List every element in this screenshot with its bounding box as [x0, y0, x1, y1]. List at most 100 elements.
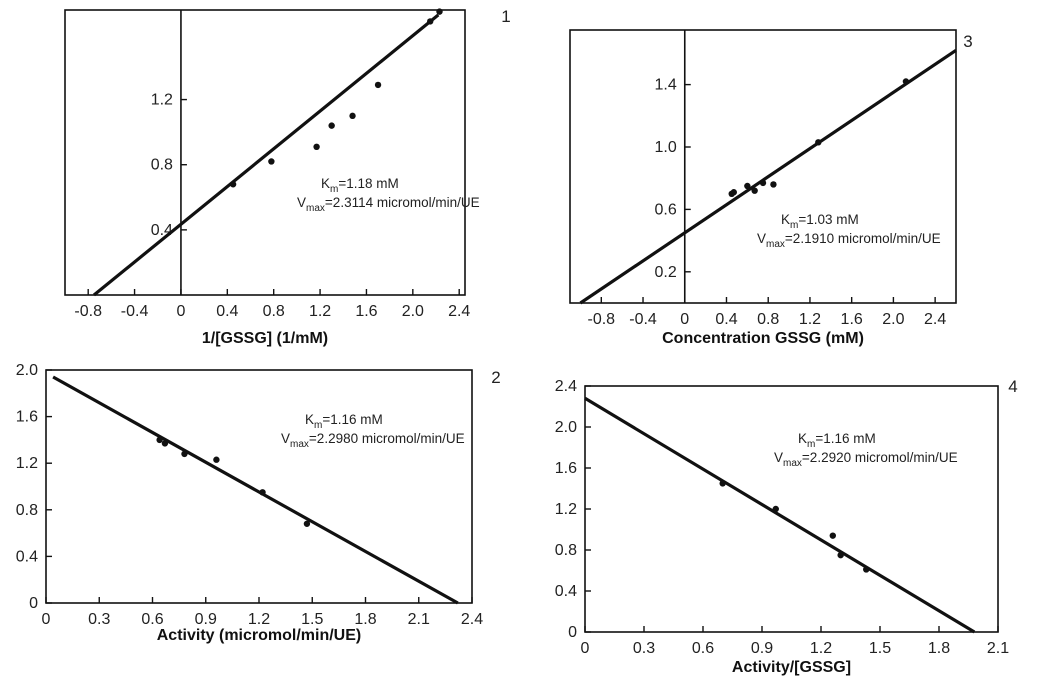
chart-panel-2: 0 0.3 0.6 0.9 1.2 1.5 1.8 2.1 2.4 0 0.4 0.8 1.2 1.6 2.…	[16, 362, 501, 644]
vmax-annotation: Vmax=2.2920 micromol/min/UE	[774, 450, 958, 469]
data-point	[213, 456, 220, 463]
y-tick-label: 1.6	[555, 460, 577, 477]
chart-panel-4: 0 0.3 0.6 0.9 1.2 1.5 1.8 2.1 0 0.4 0.8 1.2 1.6 2.0 2.…	[555, 377, 1018, 676]
data-point	[328, 122, 335, 129]
y-tick-label: 1.6	[16, 409, 38, 426]
y-tick-label: 1.4	[655, 77, 677, 94]
x-tick-label: 0	[176, 303, 185, 320]
data-point	[156, 436, 163, 444]
x-axis-title: Concentration GSSG (mM)	[662, 330, 864, 347]
data-point	[181, 450, 188, 458]
y-tick-label: 1.0	[655, 139, 677, 156]
x-tick-label: 0.9	[751, 640, 773, 657]
x-tick-label: 0.6	[692, 640, 714, 657]
x-tick-label: 1.5	[301, 611, 323, 628]
x-tick-label: 0.4	[715, 311, 737, 328]
y-tick-label: 0.8	[555, 542, 577, 559]
data-point	[719, 480, 726, 487]
regression-line	[52, 375, 459, 605]
x-tick-label: 1.2	[248, 611, 270, 628]
panel-number: 3	[963, 32, 972, 51]
y-tick-label: 0	[568, 624, 577, 641]
panel-number: 2	[491, 368, 500, 387]
data-point	[303, 520, 311, 527]
x-tick-label: 1.2	[810, 640, 832, 657]
data-point	[815, 139, 822, 146]
x-tick-label: 1.6	[841, 311, 863, 328]
x-tick-label: 1.2	[309, 303, 331, 320]
y-tick-label: 0.2	[655, 264, 677, 281]
x-tick-label: 2.1	[987, 640, 1009, 657]
data-point	[229, 181, 237, 188]
data-point	[349, 112, 356, 120]
x-tick-label: 0.4	[216, 303, 238, 320]
plot-frame	[45, 369, 473, 604]
x-tick-label: 2.0	[882, 311, 904, 328]
data-point	[751, 187, 758, 194]
panel-number: 4	[1008, 377, 1017, 396]
regression-line	[584, 396, 976, 634]
x-axis-title: 1/[GSSG] (1/mM)	[202, 330, 328, 347]
x-tick-label: 0.8	[757, 311, 779, 328]
x-tick-label: 2.0	[402, 303, 424, 320]
x-tick-label: 1.8	[928, 640, 950, 657]
x-tick-label: 2.4	[461, 611, 483, 628]
x-tick-label: 0.8	[263, 303, 285, 320]
x-tick-label: 1.6	[355, 303, 377, 320]
data-point	[313, 143, 320, 150]
vmax-annotation: Vmax=2.3114 micromol/min/UE	[297, 195, 480, 214]
x-tick-label: 0.9	[195, 611, 217, 628]
x-tick-label: 1.2	[799, 311, 821, 328]
regression-line	[92, 13, 440, 297]
x-tick-label: 0	[680, 311, 689, 328]
x-tick-label: -0.4	[121, 303, 149, 320]
chart-panel-1: -0.8 -0.4 0 0.4 0.8 1.2 1.6 2.0 2.4 0.4 0.8 1.2 1/[G…	[64, 7, 511, 347]
km-annotation: Km=1.16 mM	[305, 412, 383, 431]
y-tick-label: 1.2	[16, 455, 38, 472]
data-point	[436, 8, 443, 15]
x-tick-label: 0.3	[633, 640, 655, 657]
y-tick-label: 0.4	[151, 222, 173, 239]
data-point	[744, 182, 751, 190]
x-tick-label: 0.3	[88, 611, 110, 628]
data-point	[829, 532, 836, 539]
data-point	[161, 440, 169, 447]
x-tick-label: 0	[42, 611, 51, 628]
data-point	[730, 189, 737, 196]
panel-number: 1	[501, 7, 510, 26]
y-tick-label: 0.8	[16, 502, 38, 519]
x-tick-label: 0.6	[141, 611, 163, 628]
data-point	[268, 158, 275, 165]
chart-panel-3: -0.8 -0.4 0 0.4 0.8 1.2 1.6 2.0 2.4 0.2 0.6 1.0 1.4 C…	[569, 29, 973, 347]
data-point	[902, 78, 910, 85]
data-point	[863, 566, 870, 573]
plot-frame	[584, 385, 999, 633]
x-tick-label: 2.4	[448, 303, 470, 320]
x-axis-title: Activity/[GSSG]	[732, 659, 851, 676]
x-tick-label: 2.4	[924, 311, 946, 328]
vmax-annotation: Vmax=2.1910 micromol/min/UE	[757, 231, 941, 250]
y-tick-label: 1.2	[555, 501, 577, 518]
data-point	[374, 81, 382, 89]
y-tick-label: 1.2	[151, 92, 173, 109]
plot-frame	[569, 29, 957, 304]
x-tick-label: 1.8	[354, 611, 376, 628]
x-tick-label: -0.8	[74, 303, 102, 320]
y-tick-label: 0.4	[16, 548, 38, 565]
data-point	[759, 179, 767, 187]
plot-frame	[64, 9, 466, 296]
y-tick-label: 0	[29, 595, 38, 612]
y-tick-label: 2.0	[16, 362, 38, 379]
km-annotation: Km=1.03 mM	[781, 212, 859, 231]
y-tick-label: 0.8	[151, 157, 173, 174]
x-tick-label: -0.8	[588, 311, 616, 328]
y-tick-label: 0.4	[555, 583, 577, 600]
data-point	[770, 181, 777, 188]
data-point	[772, 505, 779, 513]
data-point	[259, 489, 266, 496]
y-tick-label: 0.6	[655, 201, 677, 218]
km-annotation: Km=1.18 mM	[321, 176, 399, 195]
x-tick-label: 2.1	[408, 611, 430, 628]
data-point	[837, 551, 844, 559]
